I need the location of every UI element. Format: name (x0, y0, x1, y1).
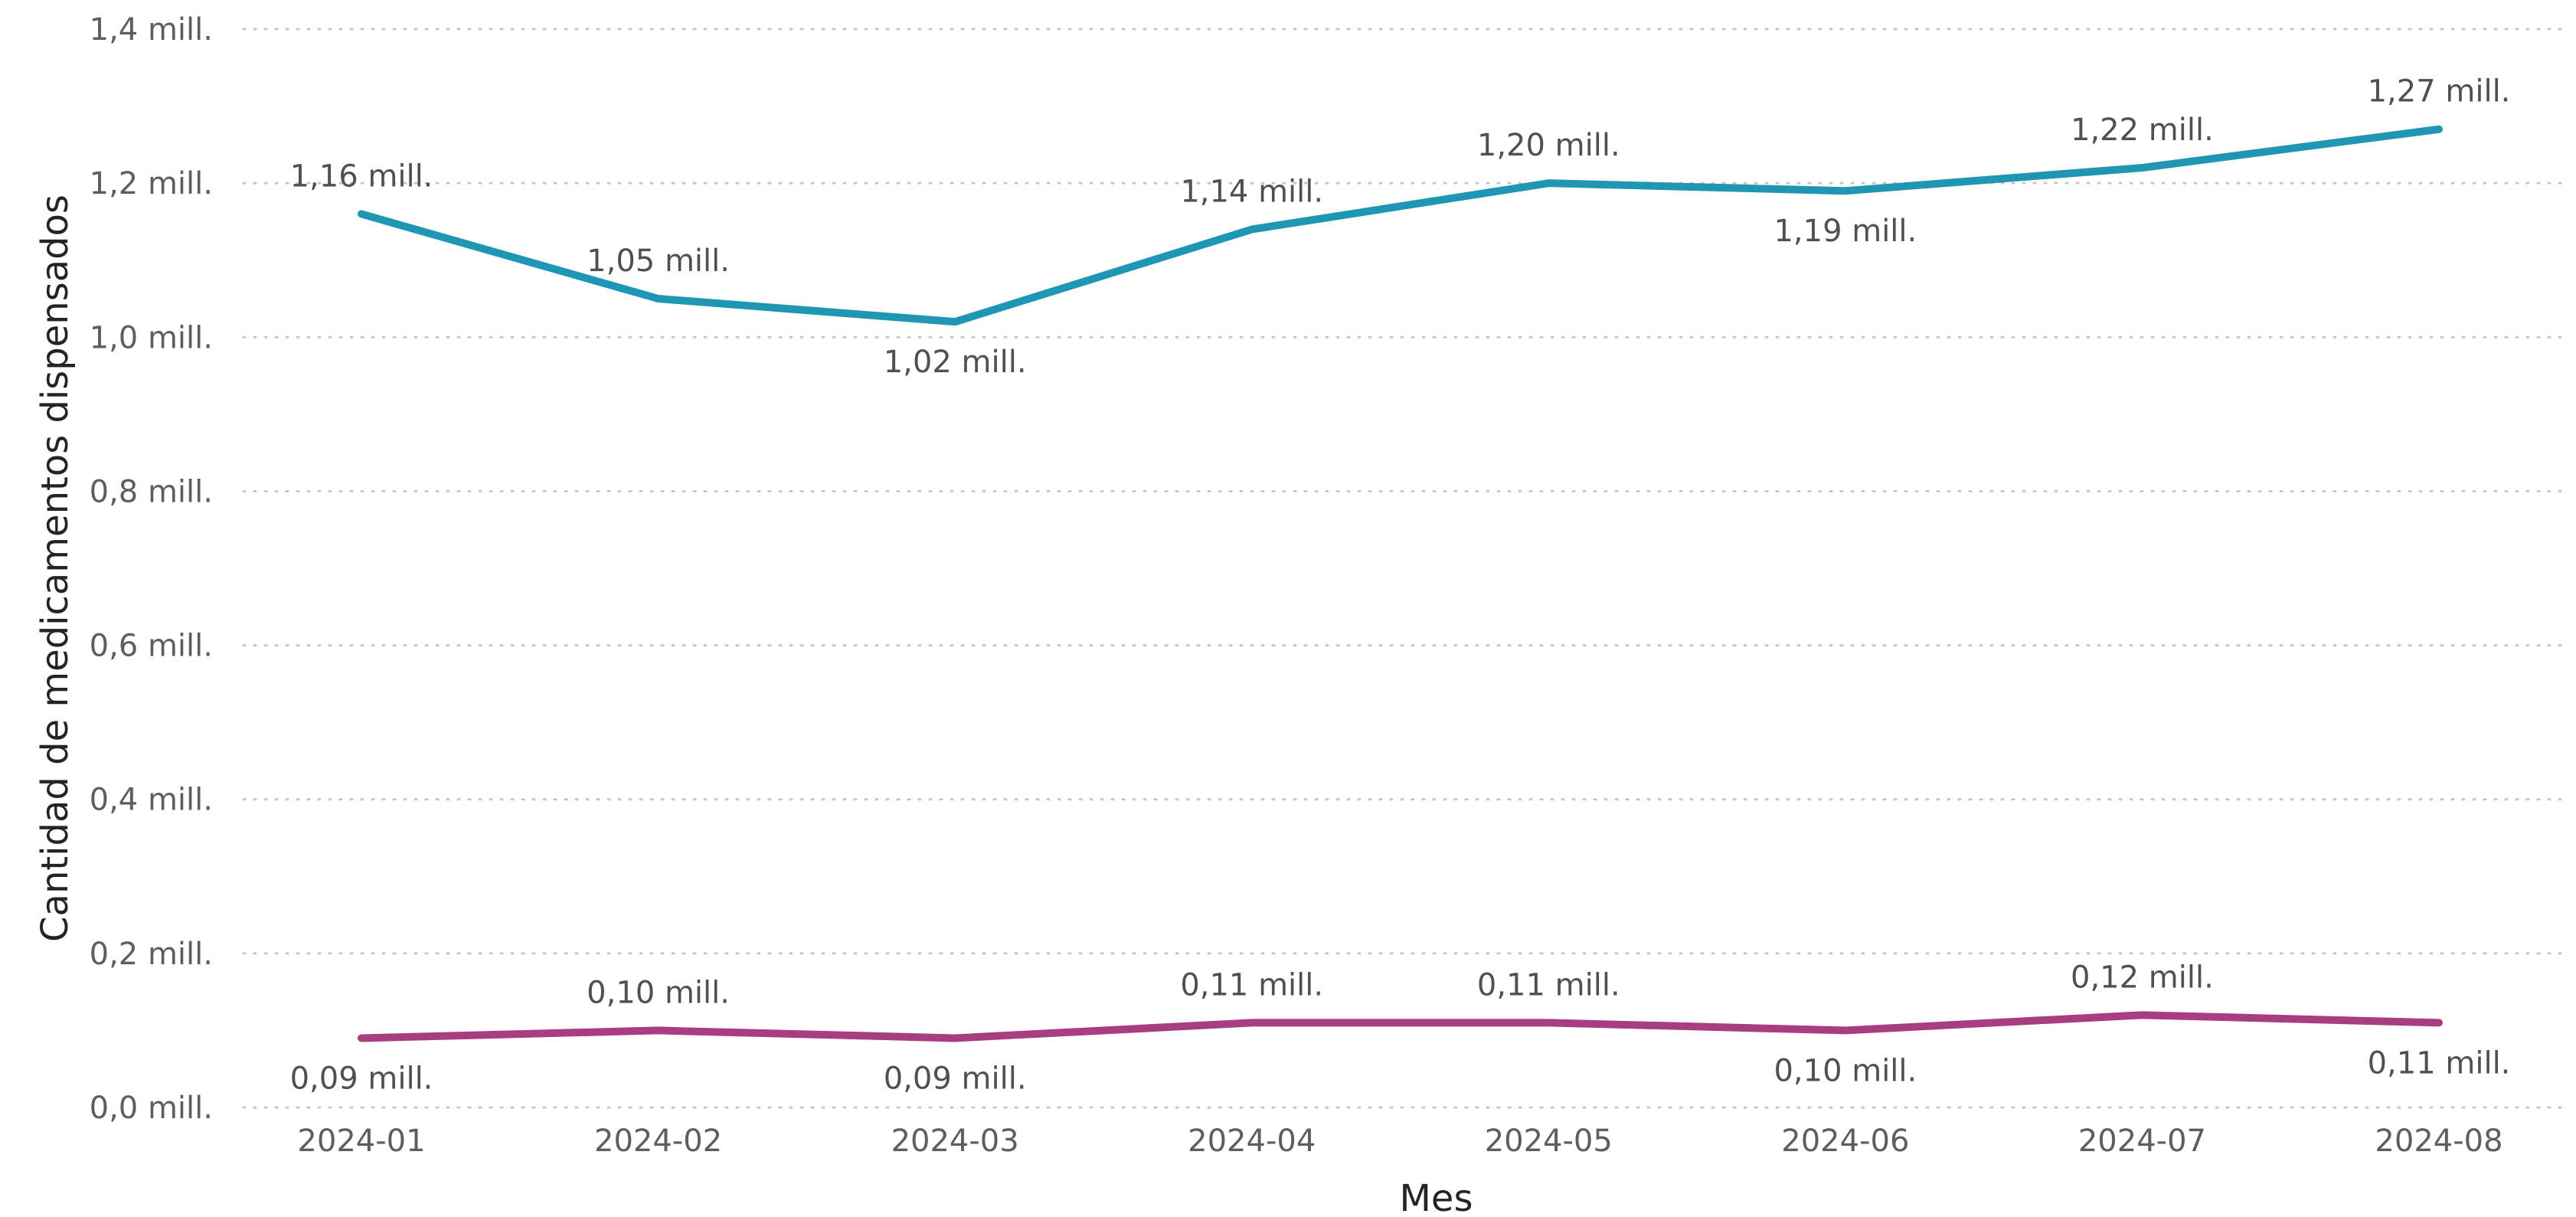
data-label: 0,10 mill. (587, 975, 730, 1010)
x-tick-label: 2024-01 (297, 1124, 425, 1159)
x-tick-label: 2024-04 (1188, 1124, 1316, 1159)
data-label: 1,22 mill. (2071, 113, 2214, 148)
data-label: 0,11 mill. (1477, 967, 1620, 1003)
series-line-2 (358, 1011, 2443, 1042)
data-label: 0,09 mill. (290, 1061, 433, 1096)
y-tick-label: 0,8 mill. (90, 474, 213, 509)
y-tick-label: 0,0 mill. (90, 1091, 213, 1126)
x-tick-label: 2024-03 (891, 1124, 1019, 1159)
y-tick-label: 1,2 mill. (90, 166, 213, 201)
data-label: 1,20 mill. (1477, 128, 1620, 163)
x-tick-label: 2024-06 (1781, 1124, 1909, 1159)
data-label: 0,11 mill. (1180, 967, 1323, 1003)
data-label: 1,02 mill. (884, 345, 1027, 380)
y-axis-title: Cantidad de medicamentos dispensados (34, 195, 77, 942)
y-tick-label: 0,2 mill. (90, 937, 213, 972)
data-label: 1,16 mill. (290, 159, 433, 194)
data-label: 0,11 mill. (2368, 1045, 2511, 1081)
y-tick-label: 1,0 mill. (90, 320, 213, 355)
x-axis-title: Mes (1400, 1177, 1473, 1217)
data-label: 1,05 mill. (587, 244, 730, 279)
data-label: 1,27 mill. (2368, 74, 2511, 110)
data-label: 0,09 mill. (884, 1061, 1027, 1096)
series-lines (358, 125, 2443, 1042)
data-label: 0,12 mill. (2071, 960, 2214, 995)
x-tick-label: 2024-08 (2375, 1124, 2502, 1159)
y-axis-ticks: 0,0 mill. 0,2 mill. 0,4 mill. 0,6 mill. 0,8 … (90, 12, 213, 1126)
data-label: 1,19 mill. (1773, 214, 1917, 249)
data-labels: 1,16 mill. 1,05 mill. 1,02 mill. 1,14 mill.… (290, 74, 2511, 1097)
x-tick-label: 2024-02 (594, 1124, 722, 1159)
x-tick-label: 2024-07 (2078, 1124, 2206, 1159)
data-label: 1,14 mill. (1180, 174, 1323, 209)
data-label: 0,10 mill. (1773, 1053, 1917, 1088)
x-tick-label: 2024-05 (1485, 1124, 1613, 1159)
series-line-1 (358, 125, 2443, 326)
y-tick-label: 1,4 mill. (90, 12, 213, 47)
y-tick-label: 0,6 mill. (90, 629, 213, 664)
x-axis-ticks: 2024-01 2024-02 2024-03 2024-04 2024-05 2024-… (297, 1124, 2502, 1159)
gridlines (242, 28, 2563, 1109)
y-tick-label: 0,4 mill. (90, 783, 213, 818)
